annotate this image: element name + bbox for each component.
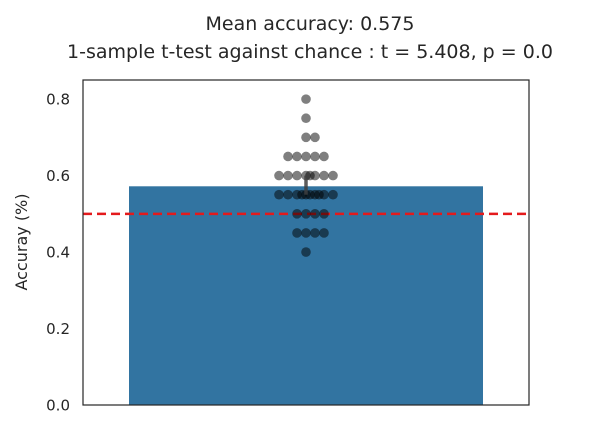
- data-point: [310, 132, 320, 143]
- chart-subtitle: 1-sample t-test against chance : t = 5.4…: [67, 41, 553, 63]
- data-point: [274, 170, 284, 181]
- plot-frame: [82, 79, 530, 406]
- data-point: [328, 170, 338, 181]
- bar: [129, 186, 483, 405]
- data-point: [328, 189, 338, 200]
- data-point: [301, 113, 311, 124]
- data-point: [292, 170, 302, 181]
- data-point: [292, 151, 302, 162]
- y-tick-label: 0.4: [46, 244, 70, 262]
- data-point: [301, 228, 311, 238]
- data-point: [292, 209, 302, 219]
- data-point: [301, 209, 311, 219]
- y-tick-label: 0.0: [46, 397, 70, 415]
- data-point: [310, 151, 320, 162]
- data-point: [319, 170, 329, 181]
- data-point: [310, 209, 320, 219]
- data-point: [301, 247, 311, 257]
- y-tick-label: 0.8: [46, 91, 70, 109]
- data-point: [301, 94, 311, 104]
- data-point: [301, 132, 311, 143]
- data-point: [310, 228, 320, 238]
- y-axis-label: Accuray (%): [12, 193, 31, 290]
- data-point: [283, 170, 293, 181]
- y-tick-label: 0.6: [46, 167, 70, 185]
- y-tick-label: 0.2: [46, 320, 70, 338]
- data-point: [274, 189, 284, 200]
- data-point: [319, 228, 329, 238]
- data-point: [319, 151, 329, 162]
- data-point: [292, 228, 302, 238]
- data-point: [283, 189, 293, 200]
- chart-title: Mean accuracy: 0.575: [206, 13, 415, 35]
- data-point: [301, 151, 311, 162]
- data-point: [314, 189, 324, 200]
- data-point: [319, 209, 329, 219]
- data-point: [283, 151, 293, 162]
